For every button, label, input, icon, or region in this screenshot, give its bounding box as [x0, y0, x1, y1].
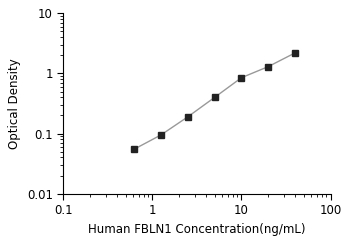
X-axis label: Human FBLN1 Concentration(ng/mL): Human FBLN1 Concentration(ng/mL) [88, 223, 306, 236]
Y-axis label: Optical Density: Optical Density [8, 58, 21, 149]
